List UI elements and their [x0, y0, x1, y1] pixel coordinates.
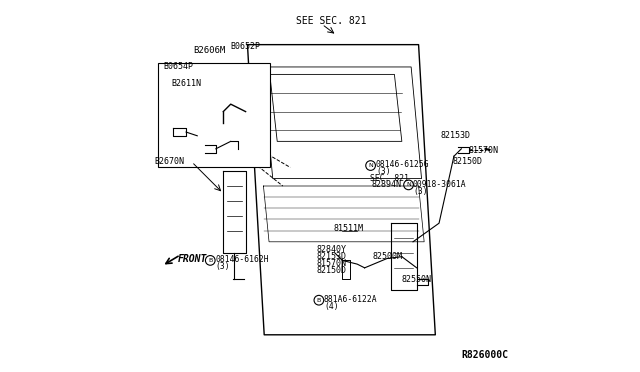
Text: SEE SEC. 821: SEE SEC. 821 — [296, 16, 366, 26]
Text: (3): (3) — [413, 187, 428, 196]
Text: 82894N: 82894N — [371, 180, 401, 189]
Text: B2606M: B2606M — [193, 46, 226, 55]
Text: B2670N: B2670N — [154, 157, 184, 166]
Text: 81570N: 81570N — [316, 259, 346, 268]
Text: 82550N: 82550N — [402, 275, 432, 284]
Text: 82153D: 82153D — [316, 252, 346, 261]
Text: 81511M: 81511M — [333, 224, 363, 233]
Text: (3): (3) — [376, 167, 391, 176]
Text: B0654P: B0654P — [164, 62, 194, 71]
Text: 08146-6162H: 08146-6162H — [215, 255, 269, 264]
Bar — [158, 63, 270, 167]
Text: 82500M: 82500M — [372, 252, 402, 261]
Text: SEC. 821: SEC. 821 — [370, 174, 409, 183]
Text: 81570N: 81570N — [468, 146, 499, 155]
Text: 82150D: 82150D — [316, 266, 346, 275]
Text: (3): (3) — [216, 262, 230, 271]
Text: 881A6-6122A: 881A6-6122A — [324, 295, 378, 304]
Text: 08146-6125G: 08146-6125G — [376, 160, 429, 169]
Text: FRONT: FRONT — [178, 254, 207, 263]
Text: N: N — [406, 182, 411, 187]
Text: N: N — [368, 163, 373, 168]
Text: (4): (4) — [324, 302, 339, 311]
Text: 00918-3061A: 00918-3061A — [413, 180, 467, 189]
Text: 82150D: 82150D — [452, 157, 482, 166]
Text: B: B — [317, 298, 321, 303]
Text: B0652P: B0652P — [231, 42, 260, 51]
Text: B2611N: B2611N — [172, 79, 201, 88]
Text: R826000C: R826000C — [461, 350, 508, 360]
Text: B: B — [208, 258, 212, 263]
Text: 82840Y: 82840Y — [316, 245, 346, 254]
Text: 82153D: 82153D — [441, 131, 471, 140]
